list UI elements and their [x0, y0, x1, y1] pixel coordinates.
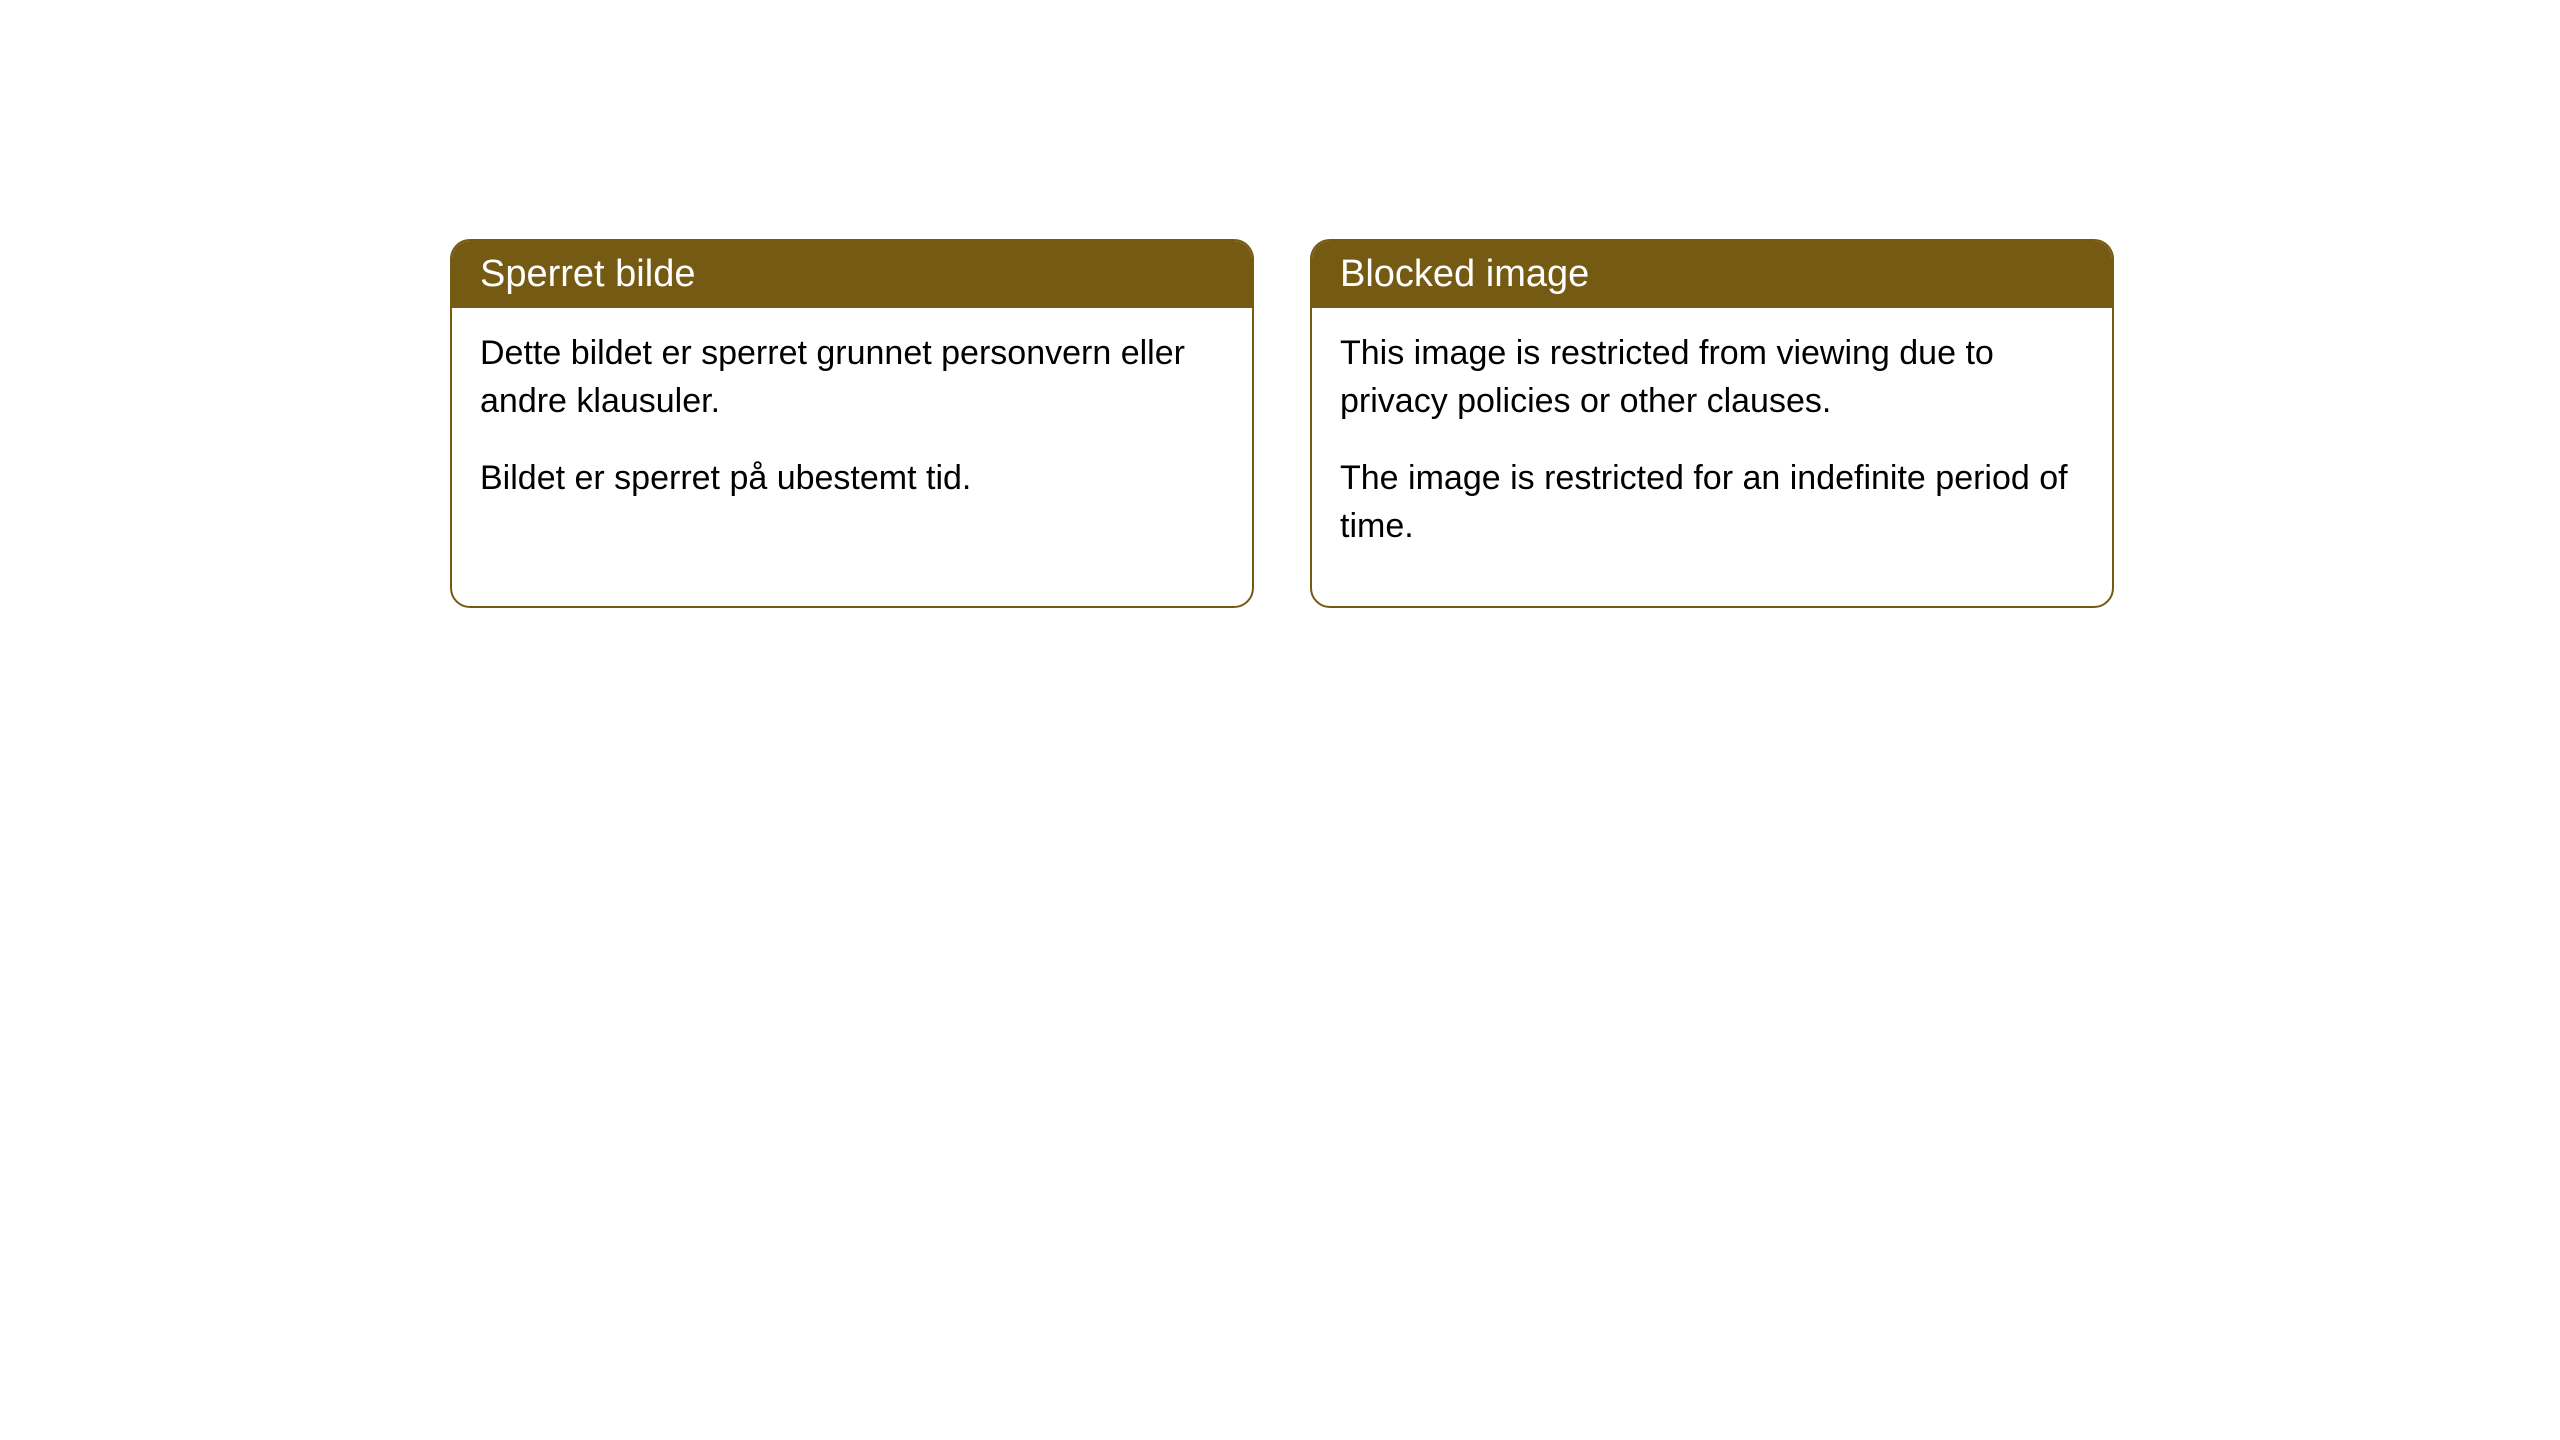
blocked-image-card-norwegian: Sperret bilde Dette bildet er sperret gr… — [450, 239, 1254, 608]
card-body-english: This image is restricted from viewing du… — [1312, 308, 2112, 606]
blocked-image-card-english: Blocked image This image is restricted f… — [1310, 239, 2114, 608]
card-paragraph-1-norwegian: Dette bildet er sperret grunnet personve… — [480, 330, 1224, 425]
notification-cards-container: Sperret bilde Dette bildet er sperret gr… — [450, 239, 2114, 608]
card-paragraph-1-english: This image is restricted from viewing du… — [1340, 330, 2084, 425]
card-body-norwegian: Dette bildet er sperret grunnet personve… — [452, 308, 1252, 559]
card-title-norwegian: Sperret bilde — [480, 253, 695, 295]
card-header-english: Blocked image — [1312, 241, 2112, 308]
card-header-norwegian: Sperret bilde — [452, 241, 1252, 308]
card-paragraph-2-english: The image is restricted for an indefinit… — [1340, 455, 2084, 550]
card-title-english: Blocked image — [1340, 253, 1589, 295]
card-paragraph-2-norwegian: Bildet er sperret på ubestemt tid. — [480, 455, 1224, 503]
